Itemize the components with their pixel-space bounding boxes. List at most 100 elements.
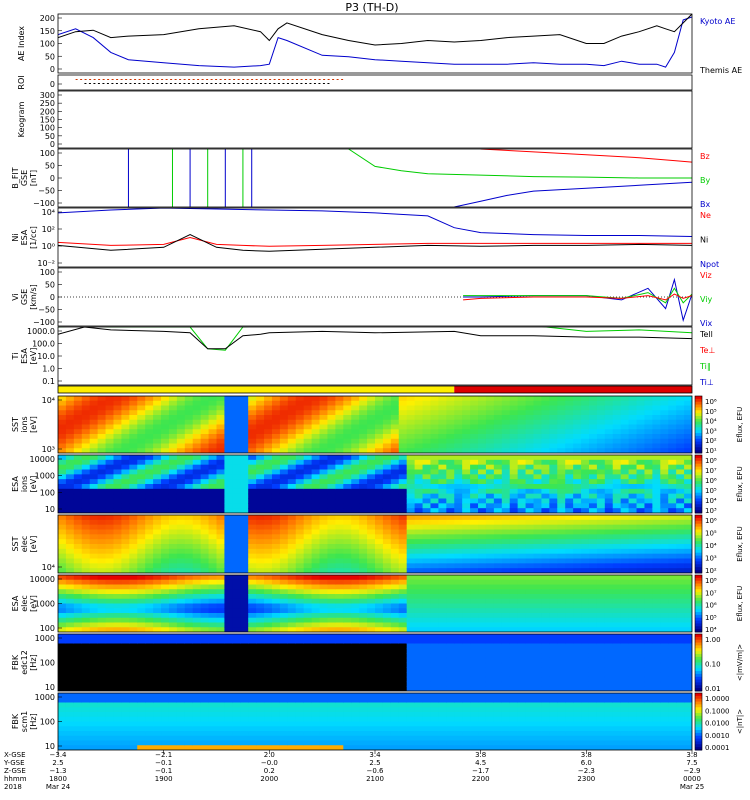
spectrogram-cell xyxy=(454,622,463,628)
spectrogram-cell xyxy=(438,524,447,531)
spectrogram-cell xyxy=(485,558,495,564)
spectrogram-cell xyxy=(343,568,352,573)
spectrogram-cell xyxy=(668,474,677,480)
spectrogram-cell xyxy=(351,508,360,513)
spectrogram-cell xyxy=(462,464,471,471)
y-tick-label: −100 xyxy=(33,318,55,327)
spectrogram-cell xyxy=(501,484,511,490)
spectrogram-cell xyxy=(367,488,376,495)
spectrogram-cell xyxy=(335,681,344,687)
spectrogram-cell xyxy=(343,627,352,632)
spectrogram-cell xyxy=(636,459,646,466)
spectrogram-cell xyxy=(557,598,566,605)
spectrogram-cell xyxy=(335,548,344,555)
spectrogram-cell xyxy=(113,464,122,471)
spectrogram-cell xyxy=(375,419,384,426)
spectrogram-cell xyxy=(89,508,99,513)
spectrogram-cell xyxy=(382,657,392,664)
spectrogram-cell xyxy=(58,662,67,668)
spectrogram-cell xyxy=(390,405,400,411)
spectrogram-cell xyxy=(327,459,336,466)
spectrogram-cell xyxy=(398,544,408,550)
spectrogram-cell xyxy=(493,515,503,521)
spectrogram-cell xyxy=(668,464,677,471)
spectrogram-cell xyxy=(168,617,178,624)
colorbar-tick-label: 10⁴ xyxy=(705,418,717,426)
spectrogram-cell xyxy=(517,405,527,411)
spectrogram-cell xyxy=(121,434,130,440)
roi-dot xyxy=(295,83,298,84)
spectrogram-cell xyxy=(406,493,416,500)
spectrogram-cell xyxy=(414,686,424,691)
spectrogram-cell xyxy=(129,622,138,628)
spectrogram-cell xyxy=(549,508,558,513)
colorbar-cell xyxy=(695,549,702,554)
spectrogram-cell xyxy=(279,686,289,691)
spectrogram-cell xyxy=(406,539,416,545)
spectrogram-cell xyxy=(129,488,138,495)
spectrogram-cell xyxy=(232,459,241,466)
spectrogram-cell xyxy=(509,455,519,461)
spectrogram-cell xyxy=(184,410,194,416)
spectrogram-cell xyxy=(264,617,273,624)
spectrogram-cell xyxy=(462,484,471,490)
spectrogram-cell xyxy=(303,594,313,600)
spectrogram-cell xyxy=(224,638,233,645)
spectrogram-cell xyxy=(485,400,495,407)
spectrogram-cell xyxy=(319,634,329,640)
spectrogram-cell xyxy=(501,459,511,466)
spectrogram-cell xyxy=(319,474,329,480)
spectrogram-cell xyxy=(216,400,226,407)
spectrogram-cell xyxy=(327,474,336,480)
spectrogram-cell xyxy=(58,479,67,485)
spectrogram-cell xyxy=(58,488,67,495)
spectrogram-cell xyxy=(652,508,661,513)
spectrogram-cell xyxy=(232,638,241,645)
spectrogram-cell xyxy=(248,539,257,545)
spectrogram-cell xyxy=(485,508,495,513)
spectrogram-cell xyxy=(256,589,265,595)
spectrogram-cell xyxy=(264,529,273,535)
y-tick-label: 10.0 xyxy=(37,352,55,361)
spectrogram-cell xyxy=(295,563,305,569)
spectrogram-cell xyxy=(398,563,408,569)
spectrogram-cell xyxy=(501,544,511,550)
spectrogram-cell xyxy=(97,410,107,416)
colorbar-tick-label: 10⁴ xyxy=(705,497,717,505)
spectrogram-cell xyxy=(153,515,162,521)
spectrogram-cell xyxy=(533,529,543,535)
spectrogram-cell xyxy=(208,603,218,609)
spectrogram-cell xyxy=(438,464,447,471)
spectrogram-cell xyxy=(248,503,257,509)
spectrogram-cell xyxy=(478,638,487,645)
spectrogram-cell xyxy=(676,503,685,509)
spectrogram-cell xyxy=(414,553,424,560)
spectrogram-cell xyxy=(279,410,289,416)
spectrogram-cell xyxy=(549,448,558,453)
roi-dot xyxy=(246,79,249,80)
spectrogram-cell xyxy=(604,534,614,540)
spectrogram-cell xyxy=(533,455,543,461)
spectrogram-cell xyxy=(367,653,376,659)
spectrogram-cell xyxy=(596,508,606,513)
spectrogram-cell xyxy=(137,544,146,550)
spectrogram-cell xyxy=(406,568,416,573)
spectrogram-cell xyxy=(470,524,479,531)
spectrogram-cell xyxy=(311,508,321,513)
spectrogram-cell xyxy=(121,396,130,402)
spectrogram-cell xyxy=(240,589,249,595)
spectrogram-cell xyxy=(406,686,416,691)
spectrogram-cell xyxy=(406,594,416,600)
spectrogram-cell xyxy=(232,681,241,687)
spectrogram-cell xyxy=(636,579,646,586)
spectrogram-cell xyxy=(137,676,146,683)
spectrogram-cell xyxy=(319,563,329,569)
spectrogram-cell xyxy=(216,603,226,609)
spectrogram-cell xyxy=(565,603,574,609)
spectrogram-cell xyxy=(65,558,75,564)
spectrogram-cell xyxy=(256,469,265,475)
spectrogram-cell xyxy=(644,568,653,573)
spectrogram-cell xyxy=(462,529,471,535)
colorbar-cell xyxy=(695,586,702,590)
spectrogram-cell xyxy=(319,534,329,540)
